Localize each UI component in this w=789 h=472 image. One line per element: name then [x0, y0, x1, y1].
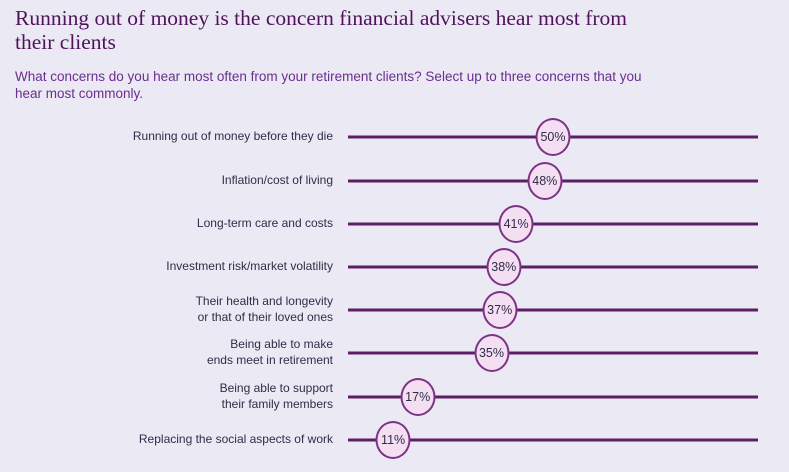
chart-row: Long-term care and costs 41% [0, 204, 789, 244]
percent-marker: 50% [535, 118, 571, 156]
row-line [348, 395, 758, 399]
row-label: Being able to make ends meet in retireme… [206, 337, 333, 367]
percent-value: 35% [478, 346, 505, 360]
percent-marker: 48% [527, 162, 563, 200]
percent-marker: 11% [375, 421, 411, 459]
row-track: 38% [348, 247, 758, 287]
chart-row: Inflation/cost of living 48% [0, 161, 789, 201]
row-label: Replacing the social aspects of work [138, 432, 333, 447]
chart-row: Running out of money before they die 50% [0, 117, 789, 157]
percent-value: 11% [381, 433, 406, 447]
percent-marker: 37% [482, 291, 518, 329]
chart-row: Investment risk/market volatility 38% [0, 247, 789, 287]
chart-row: Their health and longevity or that of th… [0, 290, 789, 330]
row-track: 48% [348, 161, 758, 201]
row-track: 41% [348, 204, 758, 244]
row-label: Long-term care and costs [196, 216, 333, 231]
row-line [348, 265, 758, 269]
percent-value: 17% [405, 390, 431, 404]
row-label: Running out of money before they die [132, 129, 333, 144]
row-label: Being able to support their family membe… [219, 381, 333, 411]
percent-marker: 17% [400, 378, 436, 416]
percent-marker: 41% [498, 205, 534, 243]
header: Running out of money is the concern fina… [15, 6, 775, 102]
percent-value: 48% [532, 174, 558, 188]
row-label: Investment risk/market volatility [166, 259, 333, 274]
row-track: 17% [348, 377, 758, 417]
percent-value: 41% [503, 217, 529, 231]
percent-value: 50% [540, 130, 566, 144]
percent-marker: 35% [474, 334, 509, 372]
percent-marker: 38% [486, 248, 522, 286]
row-line [348, 308, 758, 312]
row-track: 37% [348, 290, 758, 330]
row-line [348, 438, 758, 442]
survey-question: What concerns do you hear most often fro… [15, 69, 642, 101]
row-track: 50% [348, 117, 758, 157]
row-label: Their health and longevity or that of th… [195, 294, 333, 324]
chart-row: Replacing the social aspects of work 11% [0, 420, 789, 460]
percent-value: 38% [491, 260, 517, 274]
chart-row: Being able to support their family membe… [0, 377, 789, 417]
row-label: Inflation/cost of living [221, 173, 333, 188]
row-line [348, 222, 758, 226]
page-title: Running out of money is the concern fina… [15, 6, 627, 55]
row-line [348, 351, 758, 355]
chart-row: Being able to make ends meet in retireme… [0, 333, 789, 373]
row-track: 11% [348, 420, 758, 460]
row-track: 35% [348, 333, 758, 373]
percent-value: 37% [487, 303, 513, 317]
